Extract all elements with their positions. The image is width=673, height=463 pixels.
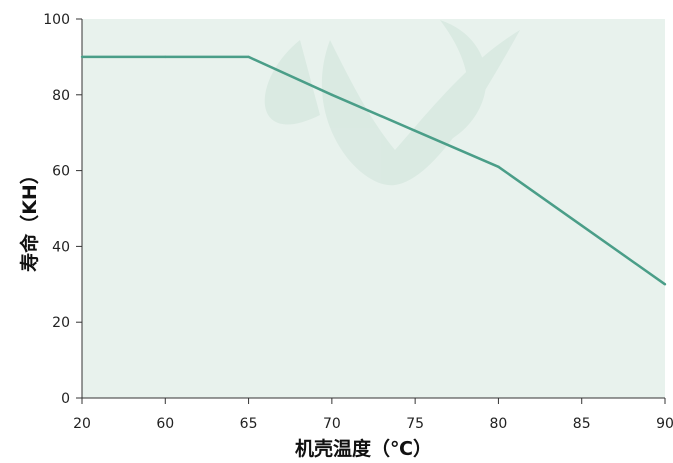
y-tick-label: 100 bbox=[43, 12, 70, 28]
data-point bbox=[164, 55, 167, 59]
x-tick-label: 70 bbox=[323, 416, 341, 432]
series-line bbox=[82, 55, 666, 286]
data-point bbox=[663, 283, 667, 286]
y-tick-label: 20 bbox=[52, 315, 70, 331]
data-point bbox=[80, 55, 84, 59]
data-point bbox=[497, 165, 500, 169]
y-axis-title: 寿命（KH） bbox=[18, 165, 41, 272]
data-point bbox=[580, 224, 583, 227]
y-tick-label: 60 bbox=[52, 164, 70, 180]
series-group bbox=[80, 55, 667, 286]
y-tick-label: 0 bbox=[61, 391, 70, 407]
x-tick-label: 60 bbox=[156, 416, 174, 432]
y-tick-label: 80 bbox=[52, 88, 70, 104]
x-tick-label: 65 bbox=[240, 416, 258, 432]
x-tick-label: 20 bbox=[73, 416, 91, 432]
y-axis-ticks: 0 20 40 60 80 100 bbox=[43, 12, 82, 407]
watermark-logo bbox=[264, 20, 520, 186]
x-tick-label: 90 bbox=[656, 416, 673, 432]
x-tick-label: 85 bbox=[573, 416, 591, 432]
x-tick-label: 75 bbox=[406, 416, 424, 432]
plot-area bbox=[82, 19, 665, 398]
data-point bbox=[413, 129, 417, 133]
x-axis-title: 机壳温度（℃） bbox=[295, 437, 432, 460]
data-point bbox=[330, 93, 334, 97]
x-axis-ticks: 20 60 65 70 75 80 85 90 bbox=[73, 398, 673, 432]
x-tick-label: 80 bbox=[490, 416, 508, 432]
y-tick-label: 40 bbox=[52, 239, 70, 255]
data-point bbox=[247, 55, 250, 59]
